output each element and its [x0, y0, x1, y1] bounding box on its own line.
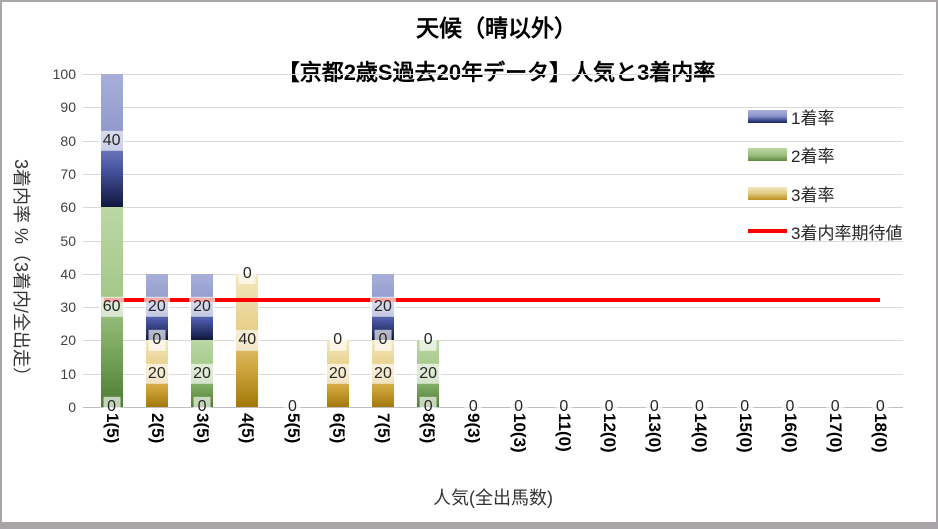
y-gridline — [83, 107, 903, 108]
data-label: 0 — [148, 330, 166, 351]
y-gridline — [83, 340, 903, 341]
legend-item: 1着率 — [748, 97, 834, 135]
y-axis-tick-label: 100 — [52, 66, 76, 82]
y-axis-tick-label: 70 — [60, 166, 76, 182]
x-axis-label-holder: 8(5) — [419, 413, 467, 443]
y-axis-tick-label: 90 — [60, 99, 76, 115]
y-axis-tick-label: 80 — [60, 133, 76, 149]
y-axis-tick-label: 10 — [60, 366, 76, 382]
bottom-edge-bar — [0, 522, 938, 529]
x-axis-label-holder: 3(5) — [193, 413, 241, 443]
x-axis-label: 8(5) — [419, 413, 439, 444]
legend-label: 2着率 — [791, 146, 835, 166]
x-axis-label-holder: 4(5) — [238, 413, 286, 443]
data-label: 20 — [143, 363, 170, 384]
legend-label: 1着率 — [791, 108, 835, 128]
chart-title-line1: 天候（晴以外） — [416, 15, 577, 41]
data-label: 0 — [419, 396, 437, 418]
chart-title-line2: 【京都2歳S過去20年データ】人気と3着内率 — [277, 60, 716, 85]
data-label: 20 — [189, 363, 215, 384]
y-gridline — [83, 241, 903, 242]
data-label: 0 — [193, 396, 211, 418]
data-label: 0 — [736, 396, 754, 418]
x-axis-line — [83, 407, 903, 408]
x-axis-label-holder: 9(3) — [464, 413, 512, 443]
data-label: 0 — [826, 396, 844, 418]
legend-item: 3着率 — [748, 174, 834, 212]
y-gridline — [83, 174, 903, 175]
x-axis-label-holder: 7(5) — [374, 413, 422, 443]
data-label: 40 — [234, 330, 261, 351]
x-axis-label-holder: 6(5) — [329, 413, 377, 443]
data-label: 0 — [781, 396, 799, 418]
x-axis-label: 18(0) — [871, 413, 891, 453]
y-gridline — [83, 141, 903, 142]
data-label: 20 — [370, 296, 396, 318]
y-axis-tick-label: 50 — [60, 233, 76, 249]
data-label: 60 — [98, 296, 125, 318]
x-axis-label: 12(0) — [600, 413, 620, 453]
x-axis-label: 3(5) — [193, 413, 213, 444]
x-axis-label-holder: 5(5) — [284, 413, 332, 443]
data-label: 0 — [600, 396, 618, 418]
legend-item: 2着率 — [748, 135, 834, 173]
x-axis-label: 1(5) — [102, 413, 122, 444]
expected-rate-line — [104, 298, 880, 302]
x-axis-label-holder: 18(0) — [871, 413, 929, 453]
x-axis-label: 2(5) — [147, 413, 167, 444]
x-axis-label: 15(0) — [735, 413, 755, 453]
x-axis-label: 9(3) — [464, 413, 484, 444]
data-label: 20 — [189, 296, 215, 318]
data-label: 0 — [329, 330, 347, 351]
data-label: 0 — [871, 396, 889, 418]
data-label: 0 — [419, 330, 437, 351]
data-label: 40 — [98, 130, 125, 151]
data-label: 20 — [324, 363, 351, 384]
x-axis-label: 10(3) — [509, 413, 529, 453]
y-gridline — [83, 274, 903, 275]
y-gridline — [83, 74, 903, 75]
y-gridline — [83, 374, 903, 375]
y-axis-title: 3着内率 %（3着内/全出走） — [11, 158, 31, 386]
x-axis-label: 5(5) — [283, 413, 303, 444]
x-axis-label: 14(0) — [690, 413, 710, 453]
data-label: 0 — [645, 396, 663, 418]
data-label: 20 — [143, 296, 170, 318]
x-axis-label: 6(5) — [328, 413, 348, 444]
legend-swatch-win — [748, 109, 787, 123]
y-axis-tick-label: 30 — [60, 299, 76, 315]
x-axis-label: 4(5) — [238, 413, 258, 444]
x-axis-label: 17(0) — [826, 413, 846, 453]
legend-label: 3着内率期待値 — [791, 223, 903, 243]
data-label: 0 — [510, 396, 528, 418]
x-axis-title: 人気(全出馬数) — [433, 488, 553, 508]
legend-swatch-third — [748, 186, 787, 200]
y-axis-tick-label: 20 — [60, 332, 76, 348]
data-label: 0 — [284, 396, 301, 418]
data-label: 20 — [415, 363, 442, 384]
data-label: 0 — [464, 396, 482, 418]
data-label: 0 — [374, 330, 392, 351]
x-axis-label: 11(0) — [554, 413, 574, 452]
y-axis-tick-label: 60 — [60, 199, 76, 215]
x-axis-label: 16(0) — [780, 413, 800, 453]
y-gridline — [83, 207, 903, 208]
data-label: 0 — [103, 396, 121, 418]
legend-label: 3着率 — [791, 185, 835, 205]
data-label: 0 — [691, 396, 708, 418]
legend-swatch-line-icon — [748, 229, 787, 233]
data-label: 0 — [555, 396, 573, 418]
legend-swatch-second — [748, 147, 787, 161]
legend-item: 3着内率期待値 — [748, 212, 902, 250]
x-axis-label: 13(0) — [645, 413, 665, 453]
data-label: 0 — [238, 263, 256, 284]
y-axis-tick-label: 40 — [60, 266, 76, 282]
x-axis-label-holder: 2(5) — [148, 413, 196, 443]
y-axis-tick-label: 0 — [68, 399, 76, 415]
x-axis-label: 7(5) — [373, 413, 393, 444]
y-gridline — [83, 307, 903, 308]
data-label: 20 — [370, 363, 396, 384]
x-axis-label-holder: 1(5) — [103, 413, 151, 443]
